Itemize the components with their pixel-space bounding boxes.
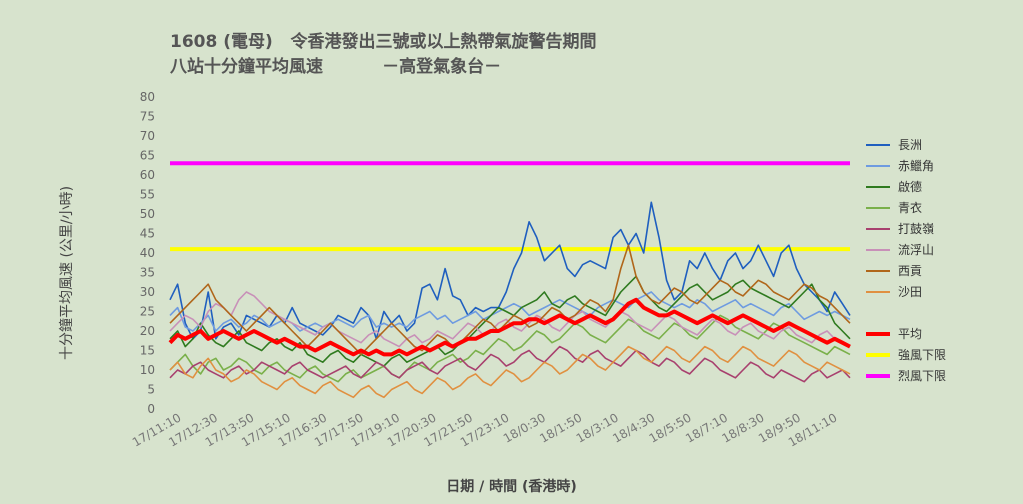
legend-swatch <box>866 144 890 146</box>
legend-swatch <box>866 332 890 336</box>
series-line <box>169 345 851 383</box>
y-tick-label: 20 <box>140 324 155 338</box>
y-tick-label: 60 <box>140 168 155 182</box>
legend-swatch <box>866 186 890 188</box>
y-tick-label: 40 <box>140 246 155 260</box>
y-tick-label: 50 <box>140 207 155 221</box>
y-tick-label: 0 <box>147 402 155 416</box>
y-tick-label: 55 <box>140 188 155 202</box>
y-tick-label: 35 <box>140 266 155 280</box>
legend-swatch <box>866 249 890 251</box>
legend-label: 平均 <box>898 327 923 341</box>
series-line <box>169 275 851 367</box>
legend-label: 赤鱲角 <box>898 159 935 173</box>
legend-label: 烈風下限 <box>898 369 947 383</box>
series-line <box>169 291 851 332</box>
legend-label: 西貢 <box>898 264 923 278</box>
y-tick-label: 80 <box>140 90 155 104</box>
legend-label: 青衣 <box>898 201 923 215</box>
y-tick-label: 5 <box>147 383 155 397</box>
legend-label: 強風下限 <box>898 348 947 362</box>
legend-swatch <box>866 228 890 230</box>
legend-label: 長洲 <box>898 138 923 152</box>
chart-title-line2: 八站十分鐘平均風速 －高登氣象台－ <box>170 57 502 77</box>
legend-label: 沙田 <box>898 285 923 299</box>
y-tick-label: 65 <box>140 149 155 163</box>
legend-swatch <box>866 207 890 209</box>
legend-swatch <box>866 270 890 272</box>
y-tick-label: 45 <box>140 227 155 241</box>
legend-swatch <box>866 374 890 378</box>
y-axis-label: 十分鐘平均風速 (公里/小時) <box>59 185 75 360</box>
legend-swatch <box>866 353 890 357</box>
y-tick-label: 10 <box>140 363 155 377</box>
y-tick-label: 15 <box>140 344 155 358</box>
y-tick-label: 75 <box>140 110 155 124</box>
legend-swatch <box>866 291 890 293</box>
y-tick-label: 70 <box>140 129 155 143</box>
legend-swatch <box>866 165 890 167</box>
series-line <box>169 244 851 356</box>
y-tick-label: 25 <box>140 305 155 319</box>
chart-title-line1: 1608 (電母) 令香港發出三號或以上熱帶氣旋警告期間 <box>170 32 597 52</box>
x-axis-label: 日期 / 時間 (香港時) <box>446 479 577 495</box>
legend-label: 啟德 <box>898 180 923 194</box>
legend-label: 流浮山 <box>898 243 935 257</box>
series-line <box>169 314 851 383</box>
series-line <box>169 345 851 399</box>
y-tick-label: 30 <box>140 285 155 299</box>
series-line <box>168 297 851 357</box>
legend-label: 打鼓嶺 <box>898 222 935 236</box>
